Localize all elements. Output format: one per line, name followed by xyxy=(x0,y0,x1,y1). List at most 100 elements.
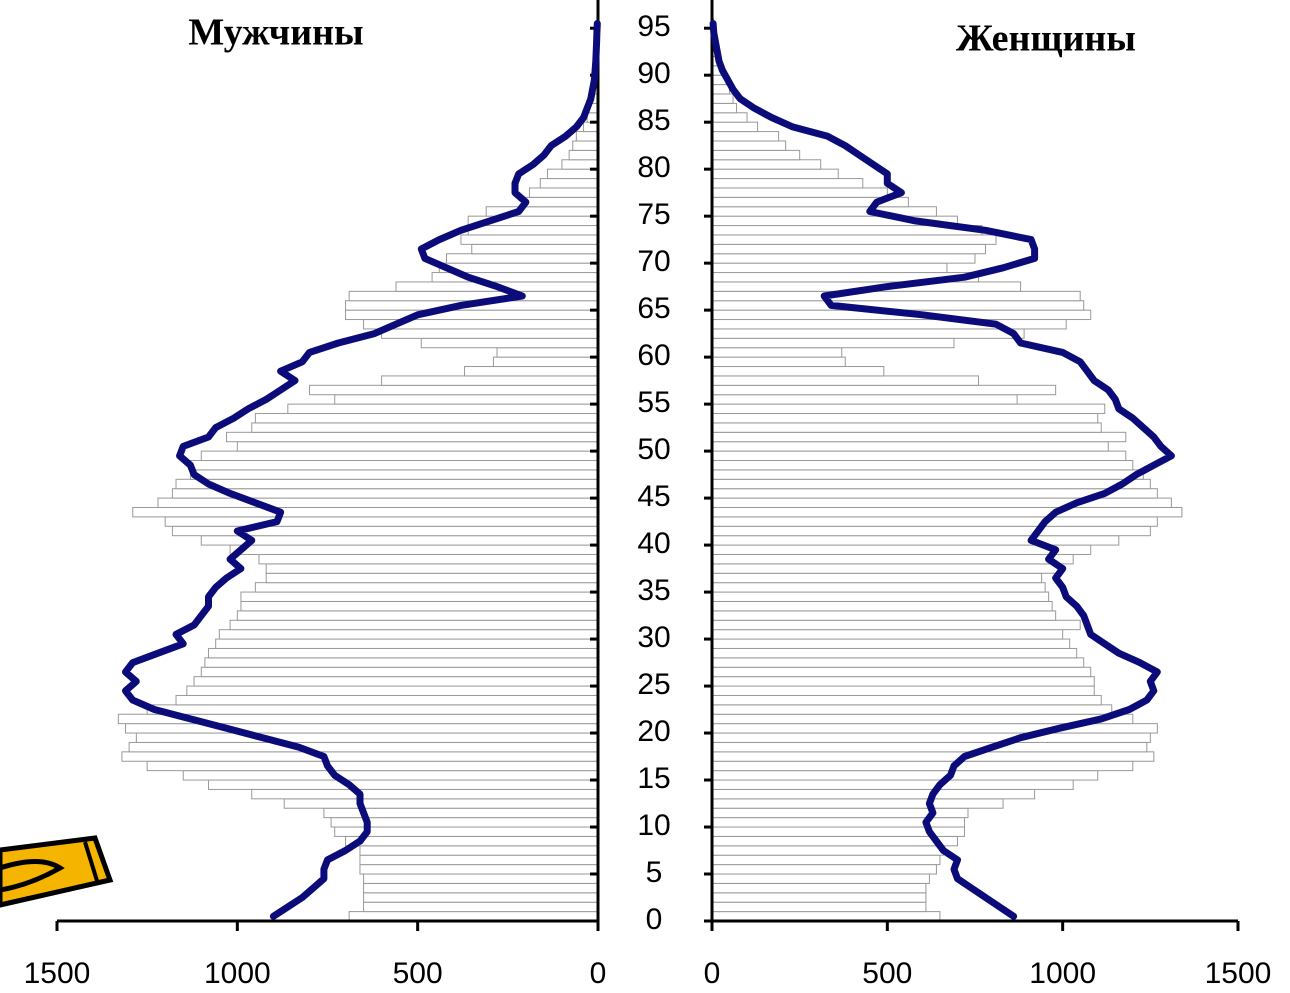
bar xyxy=(147,761,598,770)
bar xyxy=(712,263,947,272)
bar xyxy=(712,724,1157,733)
bar xyxy=(712,235,996,244)
bar xyxy=(147,705,598,714)
bar xyxy=(122,752,598,761)
bar xyxy=(255,414,598,423)
bar xyxy=(349,291,598,300)
bar xyxy=(126,724,598,733)
bar xyxy=(331,818,598,827)
bar xyxy=(216,639,598,648)
bar xyxy=(712,893,926,902)
y-tick-label: 75 xyxy=(637,198,670,231)
bar xyxy=(712,479,1150,488)
x-tick-label: 1500 xyxy=(24,957,91,990)
bar xyxy=(439,263,598,272)
y-tick-label: 25 xyxy=(637,668,670,701)
bar xyxy=(712,695,1101,704)
bar xyxy=(712,301,1084,310)
bar xyxy=(461,235,598,244)
bar xyxy=(208,780,598,789)
bar xyxy=(133,507,598,516)
bar xyxy=(712,639,1070,648)
bar xyxy=(712,686,1094,695)
bar xyxy=(712,592,1049,601)
bar xyxy=(712,132,779,141)
bar xyxy=(252,789,598,798)
bar xyxy=(497,348,598,357)
y-tick-label: 65 xyxy=(637,292,670,325)
bar xyxy=(237,611,598,620)
bar xyxy=(712,357,845,366)
bar xyxy=(712,367,884,376)
bar xyxy=(712,470,1143,479)
bar xyxy=(183,771,598,780)
bar xyxy=(712,244,986,253)
pencil-icon xyxy=(0,838,110,905)
bar xyxy=(421,338,598,347)
bar xyxy=(227,432,598,441)
bar xyxy=(576,132,598,141)
bar xyxy=(712,620,1080,629)
bar xyxy=(230,620,598,629)
y-tick-label: 80 xyxy=(637,151,670,184)
bar xyxy=(712,122,758,131)
bar xyxy=(712,169,838,178)
bar xyxy=(712,338,954,347)
bar xyxy=(712,442,1108,451)
x-tick-label: 500 xyxy=(862,957,912,990)
bar xyxy=(573,141,598,150)
bar xyxy=(712,150,800,159)
bar xyxy=(712,254,975,263)
bar xyxy=(176,479,598,488)
bar xyxy=(712,545,1091,554)
y-tick-label: 35 xyxy=(637,574,670,607)
bar xyxy=(360,855,598,864)
x-tick-label: 0 xyxy=(704,957,721,990)
bar xyxy=(360,865,598,874)
bar xyxy=(346,836,598,845)
bar xyxy=(190,470,598,479)
bar xyxy=(360,846,598,855)
bar xyxy=(447,254,598,263)
x-tick-label: 500 xyxy=(393,957,443,990)
bar xyxy=(472,244,598,253)
x-tick-label: 1500 xyxy=(1205,957,1272,990)
bar xyxy=(712,836,957,845)
bar xyxy=(712,320,1066,329)
bar xyxy=(165,517,598,526)
bar xyxy=(712,188,887,197)
bar xyxy=(346,310,598,319)
bar xyxy=(219,630,598,639)
bar xyxy=(712,855,940,864)
bar xyxy=(712,865,936,874)
bar xyxy=(712,414,1098,423)
women-title: Женщины xyxy=(956,18,1136,60)
bar xyxy=(468,226,598,235)
bar xyxy=(255,583,598,592)
x-tick-label: 1000 xyxy=(1029,957,1096,990)
y-tick-label: 55 xyxy=(637,386,670,419)
bar xyxy=(364,874,598,883)
bar xyxy=(712,883,926,892)
bar xyxy=(205,658,598,667)
bar xyxy=(712,658,1084,667)
bar xyxy=(364,893,598,902)
x-tick-label: 1000 xyxy=(204,957,271,990)
bar xyxy=(712,395,1017,404)
bar xyxy=(712,498,1171,507)
y-tick-label: 45 xyxy=(637,480,670,513)
bar xyxy=(712,554,1073,563)
y-tick-label: 30 xyxy=(637,621,670,654)
bar xyxy=(712,517,1157,526)
bar xyxy=(712,404,1105,413)
bar xyxy=(712,780,1073,789)
bar xyxy=(712,348,842,357)
bar xyxy=(522,197,598,206)
bar xyxy=(201,536,598,545)
bar xyxy=(176,695,598,704)
bar xyxy=(230,545,598,554)
x-tick-label: 0 xyxy=(590,957,607,990)
bar xyxy=(712,667,1091,676)
bar xyxy=(529,188,598,197)
bar xyxy=(237,442,598,451)
